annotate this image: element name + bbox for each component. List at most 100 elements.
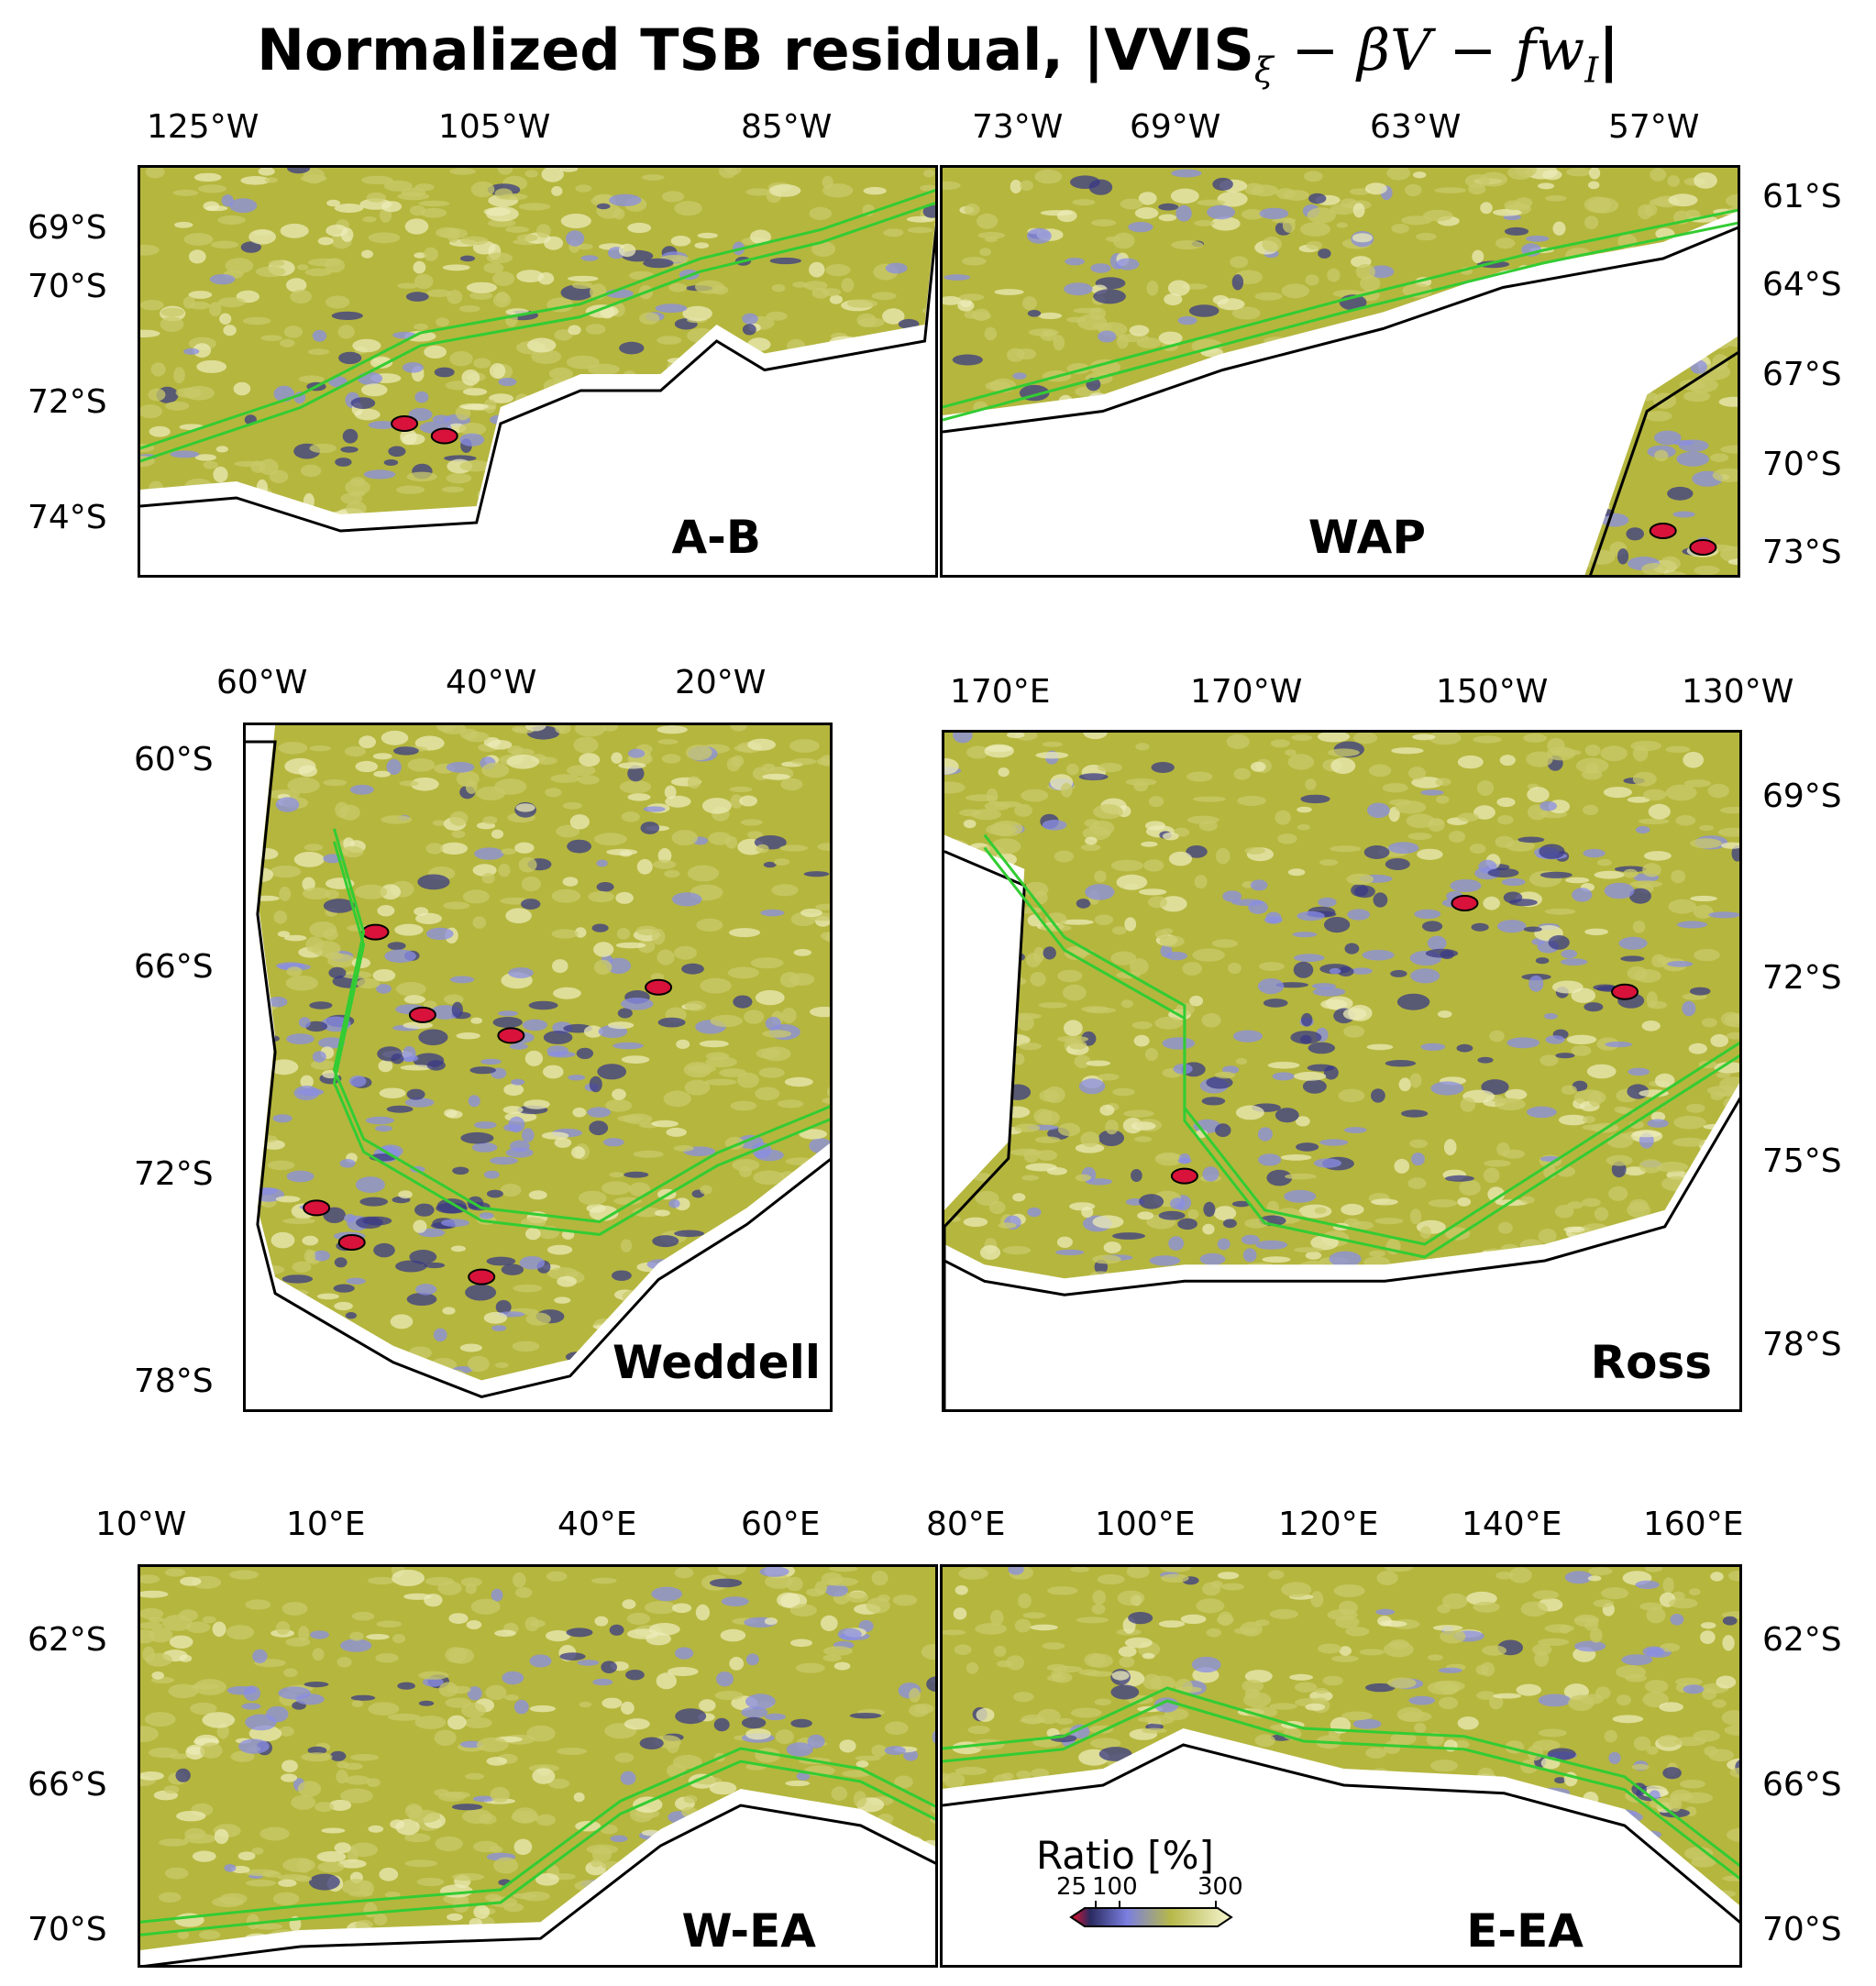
lon-tick: 73°W xyxy=(972,108,1064,146)
field-cell xyxy=(492,1017,523,1028)
field-cell xyxy=(424,345,447,359)
field-cell xyxy=(1217,1615,1234,1626)
field-cell xyxy=(1072,199,1096,206)
field-cell xyxy=(1066,316,1087,323)
field-cell xyxy=(1343,1127,1367,1133)
field-cell xyxy=(219,1892,248,1905)
field-cell xyxy=(226,1625,255,1640)
panel-label: Ross xyxy=(1590,1336,1712,1389)
field-cell xyxy=(1432,1625,1463,1631)
field-cell xyxy=(724,168,742,175)
field-cell xyxy=(789,1604,817,1616)
field-cell xyxy=(532,1768,556,1784)
map-wap xyxy=(943,168,1738,575)
field-cell xyxy=(1667,175,1680,187)
field-cell xyxy=(1159,935,1185,947)
field-cell xyxy=(1058,1122,1081,1137)
field-cell xyxy=(568,325,581,336)
field-cell xyxy=(673,1145,694,1152)
field-cell xyxy=(352,338,381,353)
field-cell xyxy=(175,1768,191,1782)
field-cell xyxy=(993,1645,1007,1657)
field-cell xyxy=(1563,1226,1585,1233)
field-cell xyxy=(922,204,935,218)
field-cell xyxy=(230,1750,255,1762)
lon-tick: 40°E xyxy=(557,1506,637,1543)
field-cell xyxy=(762,1030,792,1038)
field-cell xyxy=(441,1219,469,1227)
field-cell xyxy=(1053,335,1065,351)
field-cell xyxy=(1682,1000,1696,1017)
lat-tick: 72°S xyxy=(1762,959,1842,997)
field-cell xyxy=(325,952,344,960)
field-cell xyxy=(1729,1767,1739,1779)
field-cell xyxy=(575,184,592,193)
field-cell xyxy=(1430,1760,1458,1772)
field-cell xyxy=(1242,1692,1272,1708)
field-cell xyxy=(148,1627,173,1643)
field-cell xyxy=(1070,1707,1102,1718)
field-cell xyxy=(237,1851,256,1860)
field-cell xyxy=(420,207,447,218)
field-cell xyxy=(203,201,220,212)
field-cell xyxy=(384,1892,401,1898)
field-cell xyxy=(1596,858,1612,866)
coastline xyxy=(140,224,935,533)
lat-tick: 67°S xyxy=(1762,356,1842,393)
field-cell xyxy=(1305,274,1319,286)
field-cell xyxy=(1092,1590,1107,1605)
field-cell xyxy=(224,1864,237,1872)
field-cell xyxy=(684,1079,711,1096)
field-cell xyxy=(317,1861,345,1873)
lat-tick: 64°S xyxy=(1762,266,1842,303)
field-cell xyxy=(667,1667,699,1676)
field-cell xyxy=(502,1106,524,1114)
field-cell xyxy=(562,801,582,810)
field-cell xyxy=(499,577,512,578)
field-cell xyxy=(483,262,504,273)
field-cell xyxy=(470,181,495,198)
field-cell xyxy=(602,1138,624,1147)
field-cell xyxy=(1217,1572,1240,1580)
field-cell xyxy=(964,204,980,215)
field-cell xyxy=(1124,1637,1153,1649)
field-cell xyxy=(853,1791,867,1808)
field-cell xyxy=(1495,237,1516,249)
field-cell xyxy=(1707,783,1729,799)
field-cell xyxy=(625,1670,645,1681)
field-cell xyxy=(387,1713,421,1721)
field-cell xyxy=(1086,1060,1111,1066)
field-cell xyxy=(744,1010,765,1024)
field-cell xyxy=(1284,1189,1317,1203)
field-cell xyxy=(479,1212,494,1219)
field-cell xyxy=(755,1087,780,1101)
field-cell xyxy=(433,1328,447,1342)
field-cell xyxy=(495,1362,509,1368)
field-cell xyxy=(1583,848,1606,858)
isobath-contour-2 xyxy=(140,201,935,463)
field-cell xyxy=(1312,987,1346,997)
field-cell xyxy=(784,1076,813,1087)
field-cell xyxy=(1594,1207,1609,1221)
field-cell xyxy=(1144,1048,1159,1061)
field-cell xyxy=(1269,1703,1297,1710)
field-cell xyxy=(742,324,756,336)
field-cell xyxy=(321,1827,346,1834)
field-cell xyxy=(458,422,487,436)
field-cell xyxy=(505,226,530,233)
field-cell xyxy=(441,486,464,493)
field-cell xyxy=(846,299,878,308)
field-cell xyxy=(361,249,373,259)
field-cell xyxy=(436,725,456,733)
field-cell xyxy=(1343,1025,1365,1038)
field-cell xyxy=(413,260,426,274)
field-cell xyxy=(285,1637,311,1647)
field-cell xyxy=(489,363,506,379)
field-cell xyxy=(443,901,470,910)
field-cell xyxy=(1299,222,1331,237)
field-cell xyxy=(468,1355,490,1373)
field-cell xyxy=(456,770,480,788)
field-cell xyxy=(547,1267,579,1280)
field-cell xyxy=(1076,899,1091,909)
isobath-contour-2 xyxy=(943,1699,1739,1881)
